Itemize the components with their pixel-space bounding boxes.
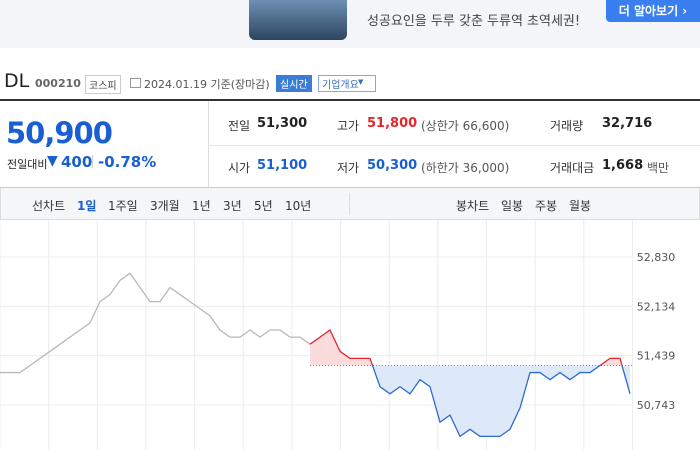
market: 코스피 (85, 75, 121, 94)
down-arrow: ▼ (47, 153, 58, 169)
banner-text: 성공요인을 두루 갖춘 두류역 초역세권! (367, 14, 581, 29)
tab[interactable]: 1주일 (108, 199, 138, 213)
change-rate: -0.78% (98, 153, 157, 171)
stat-label: 고가 (337, 119, 360, 133)
chart: 52,830 52,134 51,439 50,743 (0, 220, 676, 450)
tab[interactable]: 1년 (192, 199, 211, 213)
y-tick-label: 52,830 (637, 251, 676, 264)
menu-arrow: ▼ (358, 78, 364, 86)
stat-label: 전일 (228, 119, 251, 133)
area-up (310, 330, 630, 366)
tab[interactable]: 3개월 (150, 199, 180, 213)
divider (0, 187, 700, 188)
stat-label: 거래량 (550, 119, 584, 133)
stat-label: 거래대금 (550, 161, 595, 175)
line (0, 272, 311, 374)
stat-label: 저가 (337, 161, 360, 175)
date: 2024.01.19 기준(장마감) (144, 78, 270, 91)
divider (208, 101, 209, 188)
tab[interactable]: 5년 (254, 199, 273, 213)
banner (0, 0, 700, 48)
stat-value: 50,300 (367, 158, 418, 173)
stat-note: (상한가 66,600) (421, 119, 510, 133)
tab[interactable]: 월봉 (569, 199, 592, 213)
realtime-badge: 실시간 (276, 75, 312, 92)
line-up (309, 329, 623, 366)
tab[interactable]: 일봉 (501, 199, 524, 213)
stock-name: DL (4, 70, 30, 92)
y-tick-label: 50,743 (637, 399, 676, 412)
y-tick-label: 51,439 (637, 350, 676, 363)
y-tick-label: 52,134 (637, 300, 676, 313)
area-down (372, 365, 630, 437)
tab-label: 봉차트 (456, 199, 490, 213)
line-down (371, 365, 631, 438)
stat-value: 51,300 (257, 116, 308, 131)
stat-value: 32,716 (602, 116, 653, 131)
stat-label: 시가 (228, 161, 251, 175)
tab[interactable]: 10년 (285, 199, 312, 213)
tab[interactable]: 주봉 (535, 199, 558, 213)
calendar-icon (130, 78, 141, 88)
tab[interactable]: 1일 (77, 199, 97, 213)
stat-note: 백만 (647, 161, 670, 175)
banner-image (249, 0, 347, 40)
divider (0, 99, 700, 101)
company-menu[interactable]: 기업개요 (318, 75, 376, 92)
separator (349, 193, 350, 215)
stock-code: 000210 (35, 77, 81, 90)
divider (208, 145, 700, 146)
current-price: 50,900 (6, 116, 113, 150)
tab-label: 선차트 (32, 199, 66, 213)
change-label: 전일대비 (7, 158, 48, 171)
stat-value: 51,100 (257, 158, 308, 173)
tab-bar (0, 188, 700, 220)
separator (92, 155, 93, 168)
banner-button[interactable]: 더 알아보기 › (606, 0, 700, 22)
stat-value: 1,668 (602, 158, 644, 173)
stat-note: (하한가 36,000) (421, 161, 510, 175)
change: 400 (61, 153, 93, 171)
stat-value: 51,800 (367, 116, 418, 131)
tab[interactable]: 3년 (223, 199, 242, 213)
